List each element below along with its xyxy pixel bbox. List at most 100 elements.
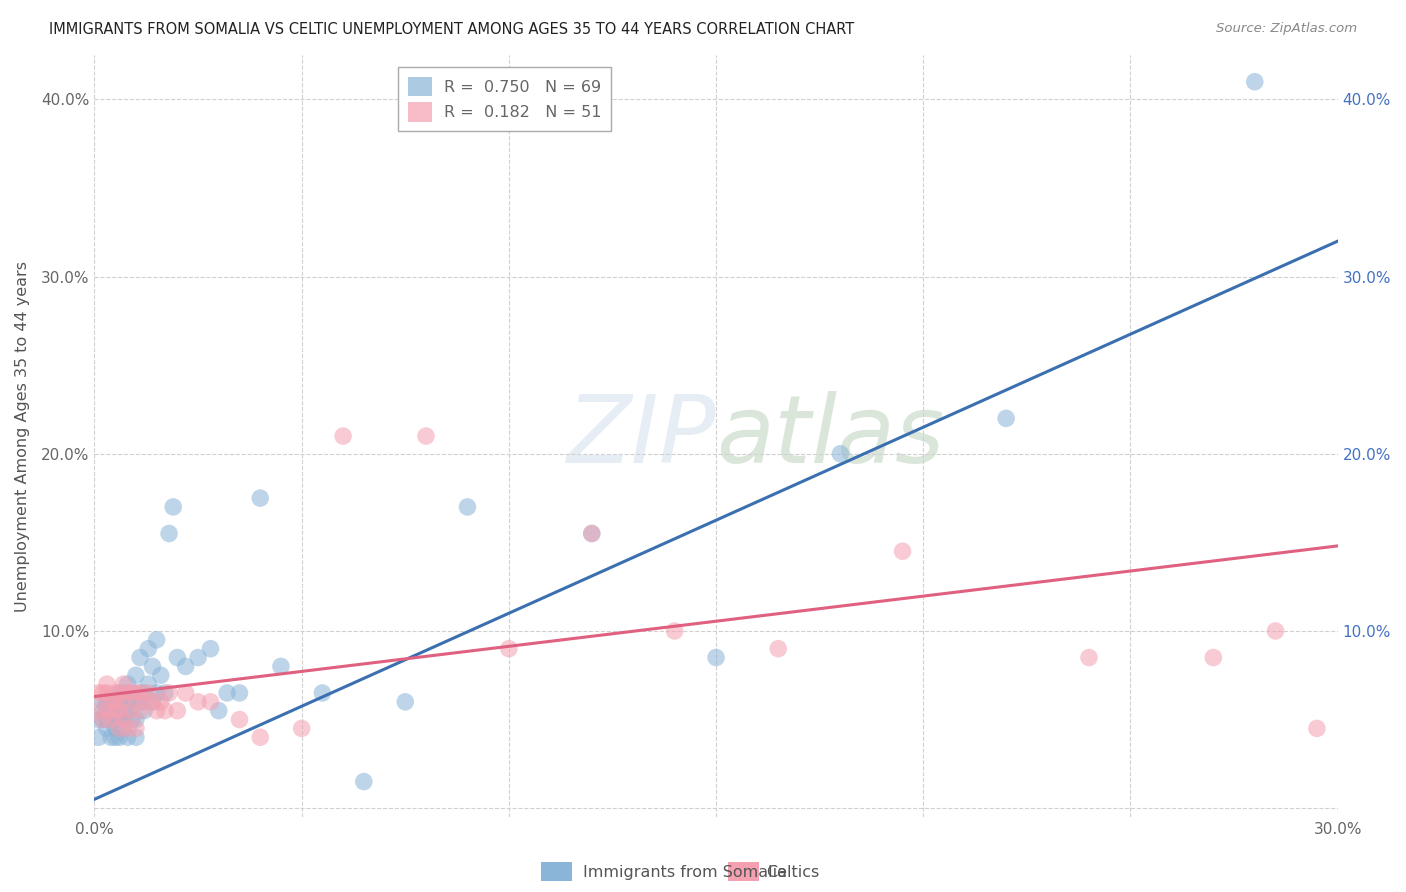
Point	[249, 731, 271, 745]
Point	[108, 695, 131, 709]
Point	[96, 677, 118, 691]
Point	[498, 641, 520, 656]
Point	[91, 695, 114, 709]
Point	[104, 722, 127, 736]
Point	[112, 695, 135, 709]
Point	[96, 722, 118, 736]
Point	[145, 686, 167, 700]
Point	[91, 713, 114, 727]
Point	[112, 713, 135, 727]
Point	[138, 641, 160, 656]
Point	[394, 695, 416, 709]
Point	[228, 686, 250, 700]
Point	[153, 704, 176, 718]
Point	[108, 704, 131, 718]
Point	[187, 695, 209, 709]
Point	[129, 650, 152, 665]
Point	[87, 731, 110, 745]
Point	[117, 731, 139, 745]
Point	[125, 686, 148, 700]
Text: IMMIGRANTS FROM SOMALIA VS CELTIC UNEMPLOYMENT AMONG AGES 35 TO 44 YEARS CORRELA: IMMIGRANTS FROM SOMALIA VS CELTIC UNEMPL…	[49, 22, 855, 37]
Point	[108, 713, 131, 727]
Point	[217, 686, 239, 700]
Point	[162, 500, 184, 514]
Point	[145, 632, 167, 647]
Legend: R =  0.750   N = 69, R =  0.182   N = 51: R = 0.750 N = 69, R = 0.182 N = 51	[398, 67, 612, 131]
Point	[1243, 75, 1265, 89]
Point	[108, 686, 131, 700]
Point	[187, 650, 209, 665]
Point	[129, 695, 152, 709]
Text: Celtics: Celtics	[766, 865, 820, 880]
Point	[1078, 650, 1101, 665]
Point	[291, 722, 314, 736]
Point	[141, 659, 163, 673]
Point	[117, 677, 139, 691]
Y-axis label: Unemployment Among Ages 35 to 44 years: Unemployment Among Ages 35 to 44 years	[15, 260, 30, 612]
Text: atlas: atlas	[716, 391, 945, 482]
Point	[1202, 650, 1225, 665]
Point	[87, 686, 110, 700]
Point	[121, 713, 143, 727]
Text: Source: ZipAtlas.com: Source: ZipAtlas.com	[1216, 22, 1357, 36]
Point	[174, 659, 197, 673]
Point	[415, 429, 437, 443]
Point	[157, 526, 180, 541]
Point	[1264, 624, 1286, 638]
Text: Immigrants from Somalia: Immigrants from Somalia	[583, 865, 787, 880]
Point	[112, 713, 135, 727]
Point	[134, 695, 156, 709]
Point	[104, 686, 127, 700]
Point	[91, 713, 114, 727]
Point	[200, 641, 222, 656]
Point	[208, 704, 231, 718]
Point	[96, 704, 118, 718]
Point	[270, 659, 292, 673]
Point	[104, 731, 127, 745]
Point	[125, 713, 148, 727]
Point	[108, 731, 131, 745]
Point	[125, 668, 148, 682]
Point	[995, 411, 1018, 425]
Point	[174, 686, 197, 700]
Point	[332, 429, 354, 443]
Point	[200, 695, 222, 709]
Point	[100, 695, 122, 709]
Point	[138, 686, 160, 700]
Point	[125, 731, 148, 745]
Point	[112, 722, 135, 736]
Point	[153, 686, 176, 700]
Point	[112, 677, 135, 691]
Point	[121, 695, 143, 709]
Point	[87, 713, 110, 727]
Point	[125, 722, 148, 736]
Point	[87, 704, 110, 718]
Point	[96, 704, 118, 718]
Point	[96, 695, 118, 709]
Point	[138, 677, 160, 691]
Point	[664, 624, 686, 638]
Point	[129, 686, 152, 700]
Point	[166, 650, 188, 665]
Point	[581, 526, 603, 541]
Point	[134, 704, 156, 718]
Point	[108, 704, 131, 718]
Point	[91, 704, 114, 718]
Point	[112, 704, 135, 718]
Point	[129, 686, 152, 700]
Point	[141, 695, 163, 709]
Point	[121, 686, 143, 700]
Point	[157, 686, 180, 700]
Point	[100, 695, 122, 709]
Point	[121, 686, 143, 700]
Point	[129, 704, 152, 718]
Point	[96, 686, 118, 700]
Point	[112, 686, 135, 700]
Point	[104, 695, 127, 709]
Point	[149, 668, 172, 682]
Point	[117, 704, 139, 718]
Point	[117, 722, 139, 736]
Point	[228, 713, 250, 727]
Point	[581, 526, 603, 541]
Point	[91, 686, 114, 700]
